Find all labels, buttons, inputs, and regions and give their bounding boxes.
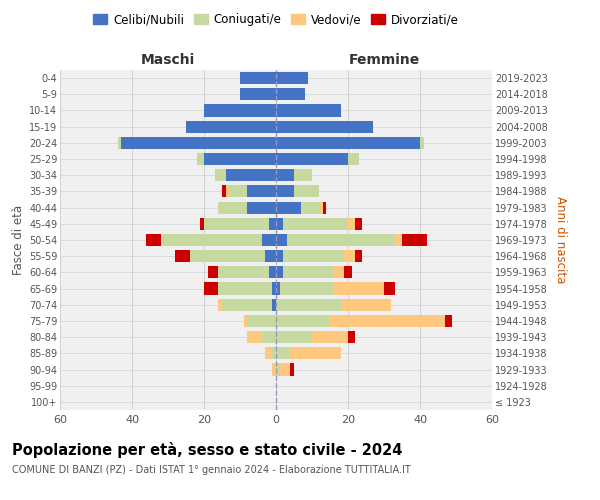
Bar	[323, 202, 326, 213]
Bar	[348, 218, 355, 230]
Bar	[402, 234, 427, 246]
Bar	[204, 218, 269, 230]
Text: COMUNE DI BANZI (PZ) - Dati ISTAT 1° gennaio 2024 - Elaborazione TUTTITALIA.IT: COMUNE DI BANZI (PZ) - Dati ISTAT 1° gen…	[12, 465, 411, 475]
Bar	[276, 88, 305, 101]
Bar	[276, 169, 294, 181]
Bar	[161, 234, 262, 246]
Bar	[276, 298, 341, 311]
Bar	[319, 202, 323, 213]
Bar	[190, 250, 265, 262]
Bar	[384, 282, 395, 294]
Bar	[247, 202, 276, 213]
Bar	[276, 315, 330, 327]
Text: Maschi: Maschi	[141, 54, 195, 68]
Bar	[276, 120, 373, 132]
Bar	[118, 137, 121, 149]
Y-axis label: Fasce di età: Fasce di età	[11, 205, 25, 275]
Bar	[240, 88, 276, 101]
Bar	[218, 266, 269, 278]
Bar	[226, 186, 229, 198]
Bar	[121, 137, 276, 149]
Bar	[344, 266, 352, 278]
Bar	[272, 364, 276, 376]
Bar	[175, 250, 190, 262]
Bar	[226, 169, 276, 181]
Bar	[262, 331, 276, 343]
Bar	[348, 153, 359, 165]
Bar	[186, 120, 276, 132]
Bar	[247, 186, 276, 198]
Bar	[312, 331, 348, 343]
Bar	[247, 315, 276, 327]
Bar	[272, 348, 276, 360]
Bar	[272, 282, 276, 294]
Text: Femmine: Femmine	[349, 54, 419, 68]
Bar	[348, 331, 355, 343]
Bar	[334, 282, 384, 294]
Bar	[276, 72, 308, 84]
Bar	[276, 137, 420, 149]
Bar	[420, 137, 424, 149]
Bar	[355, 218, 362, 230]
Bar	[200, 218, 204, 230]
Bar	[204, 104, 276, 117]
Bar	[334, 266, 344, 278]
Bar	[280, 364, 290, 376]
Bar	[272, 298, 276, 311]
Bar	[276, 202, 301, 213]
Bar	[445, 315, 452, 327]
Legend: Celibi/Nubili, Coniugati/e, Vedovi/e, Divorziati/e: Celibi/Nubili, Coniugati/e, Vedovi/e, Di…	[88, 8, 464, 31]
Bar	[276, 348, 290, 360]
Bar	[294, 169, 312, 181]
Bar	[341, 298, 391, 311]
Bar	[265, 250, 276, 262]
Bar	[222, 298, 272, 311]
Bar	[218, 298, 222, 311]
Bar	[330, 315, 445, 327]
Bar	[222, 186, 226, 198]
Bar	[269, 218, 276, 230]
Bar	[276, 282, 280, 294]
Bar	[276, 153, 348, 165]
Bar	[269, 266, 276, 278]
Bar	[301, 202, 319, 213]
Bar	[240, 72, 276, 84]
Bar	[276, 234, 287, 246]
Bar	[287, 234, 395, 246]
Bar	[276, 218, 283, 230]
Bar	[247, 331, 262, 343]
Bar	[290, 348, 341, 360]
Text: Popolazione per età, sesso e stato civile - 2024: Popolazione per età, sesso e stato civil…	[12, 442, 403, 458]
Bar	[276, 266, 283, 278]
Bar	[294, 186, 319, 198]
Bar	[197, 153, 204, 165]
Bar	[218, 282, 272, 294]
Bar	[215, 169, 226, 181]
Bar	[204, 153, 276, 165]
Bar	[276, 364, 280, 376]
Bar	[276, 331, 312, 343]
Bar	[283, 218, 348, 230]
Bar	[244, 315, 247, 327]
Bar	[262, 234, 276, 246]
Bar	[276, 250, 283, 262]
Y-axis label: Anni di nascita: Anni di nascita	[554, 196, 567, 284]
Bar	[208, 266, 218, 278]
Bar	[280, 282, 334, 294]
Bar	[276, 104, 341, 117]
Bar	[283, 250, 344, 262]
Bar	[229, 186, 247, 198]
Bar	[344, 250, 355, 262]
Bar	[395, 234, 402, 246]
Bar	[204, 282, 218, 294]
Bar	[218, 202, 247, 213]
Bar	[283, 266, 334, 278]
Bar	[146, 234, 161, 246]
Bar	[276, 186, 294, 198]
Bar	[290, 364, 294, 376]
Bar	[265, 348, 272, 360]
Bar	[355, 250, 362, 262]
